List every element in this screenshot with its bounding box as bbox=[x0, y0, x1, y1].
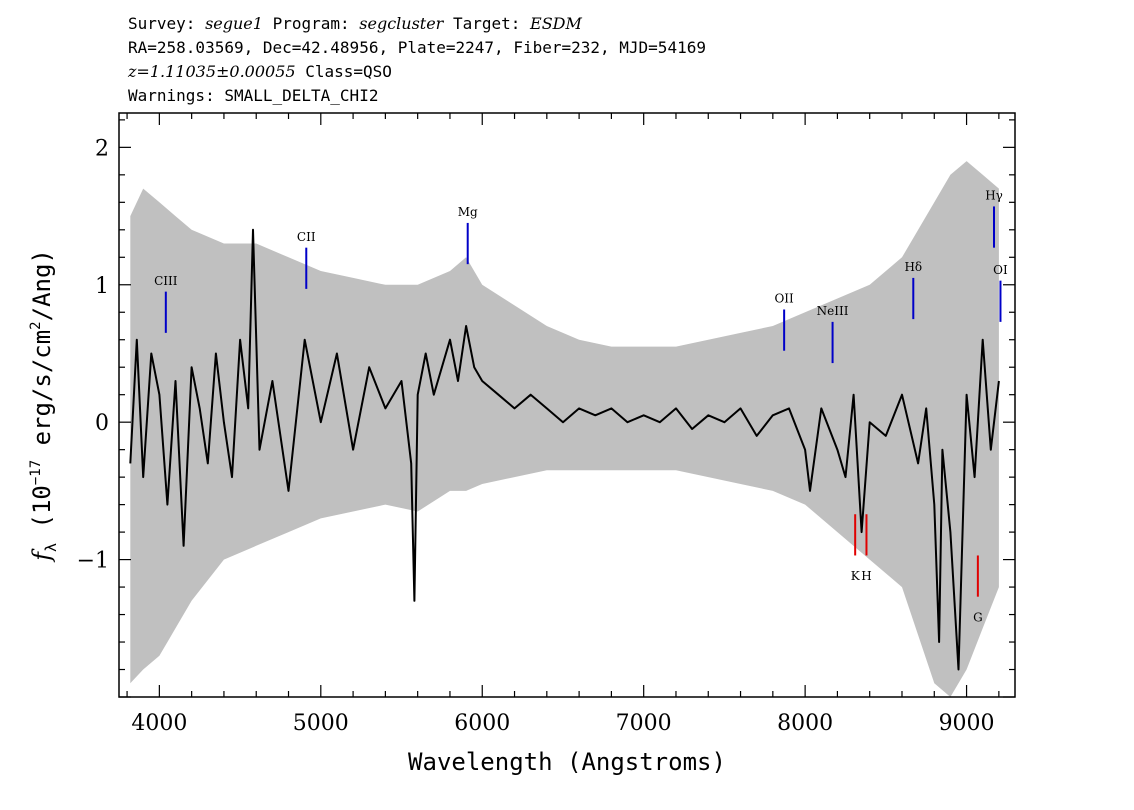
emission-line-label: OII bbox=[774, 292, 794, 306]
x-tick-label: 6000 bbox=[454, 711, 510, 736]
emission-line-label: CIII bbox=[154, 274, 178, 288]
spectral-line-markers: CIII CII Mg OII NeIII Hδ Hγ OI K H G bbox=[154, 189, 1008, 625]
x-tick-label: 9000 bbox=[939, 711, 995, 736]
x-tick-labels: 4000 5000 6000 7000 8000 9000 bbox=[131, 711, 994, 736]
flux-series-line bbox=[129, 228, 1000, 671]
header-line-1: Survey: segue1 Program: segcluster Targe… bbox=[128, 14, 583, 33]
axis-ticks bbox=[119, 113, 1015, 698]
header-line-3: z=1.11035±0.00055 Class=QSO bbox=[127, 62, 392, 81]
error-band-layer bbox=[130, 161, 999, 697]
emission-line-label: Hγ bbox=[985, 189, 1003, 203]
flux-layer bbox=[129, 228, 1000, 671]
error-band bbox=[130, 161, 999, 697]
y-tick-label: 1 bbox=[95, 274, 109, 299]
y-tick-label: −1 bbox=[77, 549, 109, 574]
absorption-line-label: G bbox=[973, 610, 983, 624]
plot-frame bbox=[118, 112, 1016, 698]
x-axis-label: Wavelength (Angstroms) bbox=[408, 748, 726, 776]
x-tick-label: 7000 bbox=[616, 711, 672, 736]
x-tick-label: 4000 bbox=[131, 711, 187, 736]
x-tick-label: 8000 bbox=[777, 711, 833, 736]
header-line-2: RA=258.03569, Dec=42.48956, Plate=2247, … bbox=[128, 38, 706, 57]
x-tick-label: 5000 bbox=[293, 711, 349, 736]
emission-line-label: Mg bbox=[458, 205, 478, 219]
emission-line-label: NeIII bbox=[817, 304, 849, 318]
absorption-line-label: K bbox=[851, 569, 861, 583]
y-tick-label: 0 bbox=[95, 411, 109, 436]
y-axis-label: fλ (10−17 erg/s/cm2/Ang) bbox=[28, 249, 60, 563]
y-tick-labels: −1 0 1 2 bbox=[77, 136, 109, 573]
header-line-4: Warnings: SMALL_DELTA_CHI2 bbox=[128, 86, 378, 105]
absorption-line-label: H bbox=[861, 569, 871, 583]
emission-line-label: Hδ bbox=[904, 260, 922, 274]
emission-line-label: CII bbox=[297, 230, 316, 244]
y-tick-label: 2 bbox=[95, 136, 109, 161]
emission-line-label: OI bbox=[993, 263, 1008, 277]
